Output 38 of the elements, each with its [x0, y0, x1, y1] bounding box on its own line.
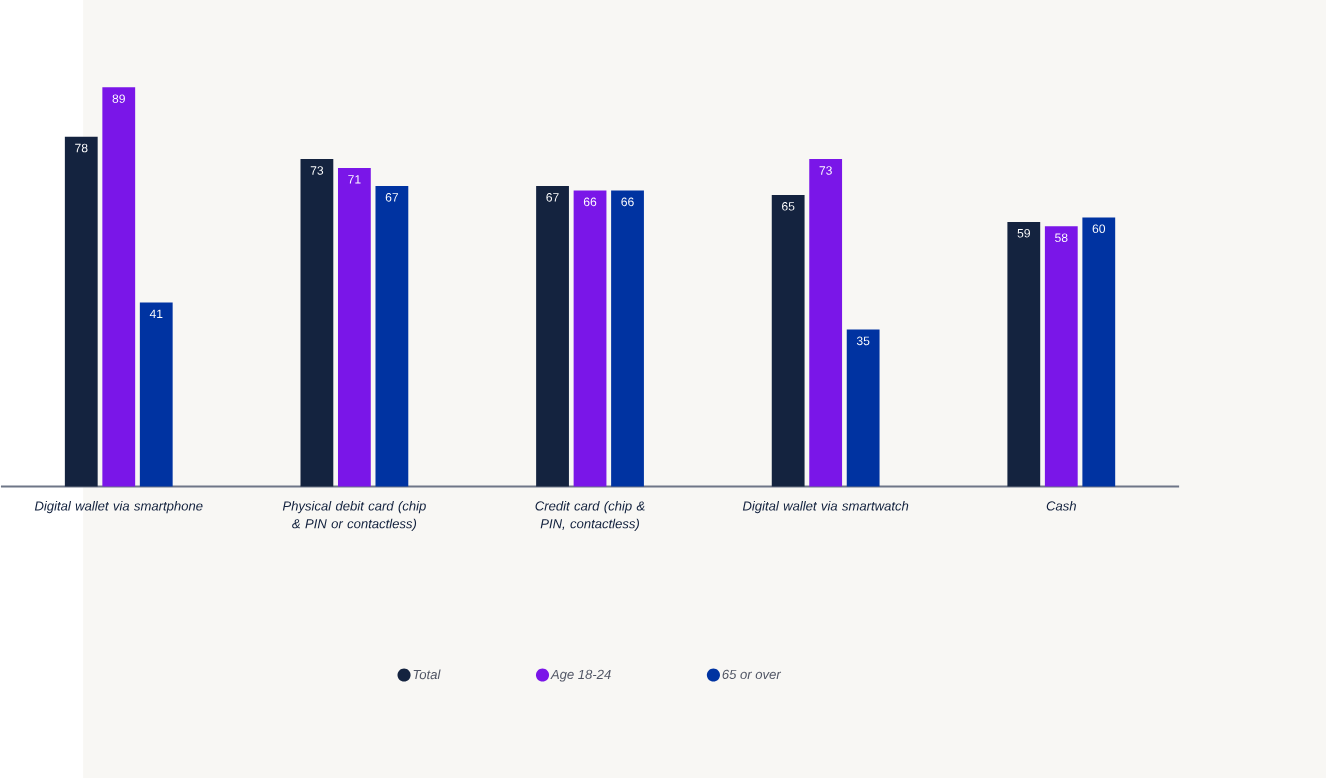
- data-label: 60: [1092, 224, 1106, 234]
- bar: [573, 190, 607, 487]
- data-label: 66: [621, 197, 634, 207]
- data-label: 66: [583, 197, 597, 207]
- bar: [846, 329, 880, 487]
- data-label: 71: [348, 175, 361, 184]
- bar: [1044, 226, 1078, 487]
- x-tick-label: Physical debit card (chip & PIN or contactless): [282, 501, 426, 531]
- bar: [64, 136, 98, 487]
- bar: [1007, 221, 1041, 487]
- bar: [375, 186, 409, 487]
- bar: [536, 186, 569, 487]
- bar: [102, 87, 136, 487]
- data-label: 59: [1017, 228, 1030, 238]
- x-tick-label: Cash: [1046, 501, 1076, 511]
- data-label: 73: [819, 166, 832, 175]
- data-label: 67: [385, 193, 399, 202]
- data-label: 58: [1055, 233, 1068, 243]
- bar: [809, 159, 843, 487]
- x-tick-label: Digital wallet via smartphone: [34, 501, 203, 514]
- bar: [611, 190, 644, 487]
- bar: [771, 195, 805, 487]
- data-label: 41: [149, 309, 163, 319]
- legend-label: Total: [413, 669, 441, 680]
- data-label: 78: [75, 143, 88, 153]
- bar: [139, 302, 173, 487]
- legend-label: Age 18-24: [550, 669, 611, 682]
- data-label: 67: [546, 193, 559, 202]
- bar: [300, 159, 334, 487]
- bar: [337, 168, 371, 487]
- data-label: 35: [856, 336, 870, 346]
- data-label: 89: [112, 94, 125, 104]
- legend-label: 65 or over: [722, 669, 782, 680]
- x-tick-label: Digital wallet via smartwatch: [742, 501, 909, 514]
- bar: [1082, 217, 1116, 487]
- data-label: 73: [310, 166, 324, 175]
- x-tick-label: Credit card (chip & PIN, contactless): [535, 501, 645, 531]
- data-label: 65: [782, 202, 795, 211]
